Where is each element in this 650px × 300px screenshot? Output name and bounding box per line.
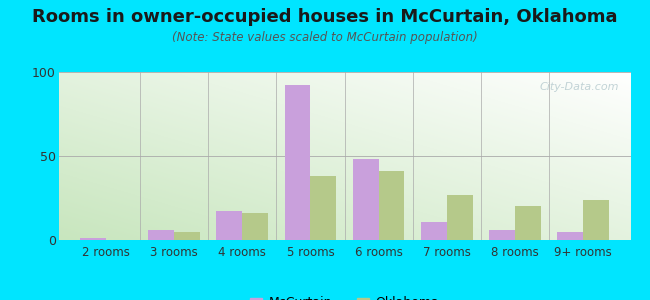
Text: Rooms in owner-occupied houses in McCurtain, Oklahoma: Rooms in owner-occupied houses in McCurt… xyxy=(32,8,617,26)
Bar xyxy=(242,213,268,240)
Bar xyxy=(285,85,311,240)
Bar xyxy=(489,230,515,240)
Bar xyxy=(148,230,174,240)
Text: City-Data.com: City-Data.com xyxy=(540,82,619,92)
Bar xyxy=(583,200,608,240)
Bar xyxy=(447,195,473,240)
Bar xyxy=(81,238,106,240)
Legend: McCurtain, Oklahoma: McCurtain, Oklahoma xyxy=(244,291,445,300)
Bar xyxy=(174,232,200,240)
Bar xyxy=(557,232,583,240)
Bar xyxy=(311,176,336,240)
Text: (Note: State values scaled to McCurtain population): (Note: State values scaled to McCurtain … xyxy=(172,32,478,44)
Bar xyxy=(378,171,404,240)
Bar xyxy=(353,159,378,240)
Bar xyxy=(515,206,541,240)
Bar xyxy=(421,221,447,240)
Bar xyxy=(216,212,242,240)
